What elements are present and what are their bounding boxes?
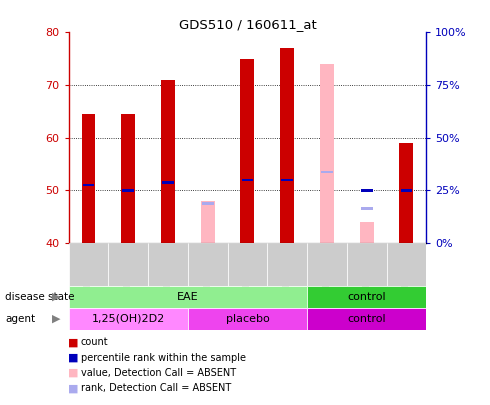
Bar (307, 308, 426, 330)
Text: control: control (347, 314, 386, 324)
Bar (268, 243, 307, 286)
Text: ■: ■ (68, 368, 79, 378)
Bar (108, 243, 148, 286)
Text: 1,25(OH)2D2: 1,25(OH)2D2 (92, 314, 165, 324)
Text: agent: agent (5, 314, 35, 324)
Bar (148, 243, 188, 286)
Bar (387, 243, 426, 286)
Bar (202, 202, 214, 205)
Bar (400, 189, 413, 192)
Bar (307, 243, 347, 286)
Title: GDS510 / 160611_at: GDS510 / 160611_at (178, 18, 317, 31)
Text: rank, Detection Call = ABSENT: rank, Detection Call = ABSENT (81, 384, 231, 393)
Bar (162, 181, 174, 184)
Bar (281, 179, 293, 181)
Bar (227, 243, 268, 286)
Bar (307, 286, 426, 308)
Text: percentile rank within the sample: percentile rank within the sample (81, 353, 246, 362)
Bar (347, 243, 387, 286)
Text: ■: ■ (68, 337, 79, 347)
Text: ■: ■ (68, 384, 79, 393)
Bar (82, 184, 95, 186)
Bar (69, 286, 307, 308)
Bar (69, 308, 188, 330)
Text: ▶: ▶ (52, 292, 61, 302)
Bar (320, 64, 334, 243)
Bar (188, 308, 307, 330)
Bar (360, 222, 374, 243)
Bar (321, 171, 333, 173)
Text: count: count (81, 337, 108, 347)
Bar (242, 179, 253, 181)
Bar (201, 201, 215, 243)
Bar (81, 114, 96, 243)
Bar (241, 59, 254, 243)
Text: ■: ■ (68, 353, 79, 362)
Bar (188, 243, 227, 286)
Bar (361, 189, 372, 192)
Bar (161, 80, 175, 243)
Text: value, Detection Call = ABSENT: value, Detection Call = ABSENT (81, 368, 236, 378)
Text: placebo: placebo (225, 314, 270, 324)
Bar (361, 207, 372, 210)
Text: control: control (347, 292, 386, 302)
Text: disease state: disease state (5, 292, 74, 302)
Bar (122, 189, 134, 192)
Bar (121, 114, 135, 243)
Text: ▶: ▶ (52, 314, 61, 324)
Bar (280, 48, 294, 243)
Text: EAE: EAE (177, 292, 198, 302)
Bar (321, 171, 333, 173)
Bar (69, 243, 108, 286)
Bar (399, 143, 414, 243)
